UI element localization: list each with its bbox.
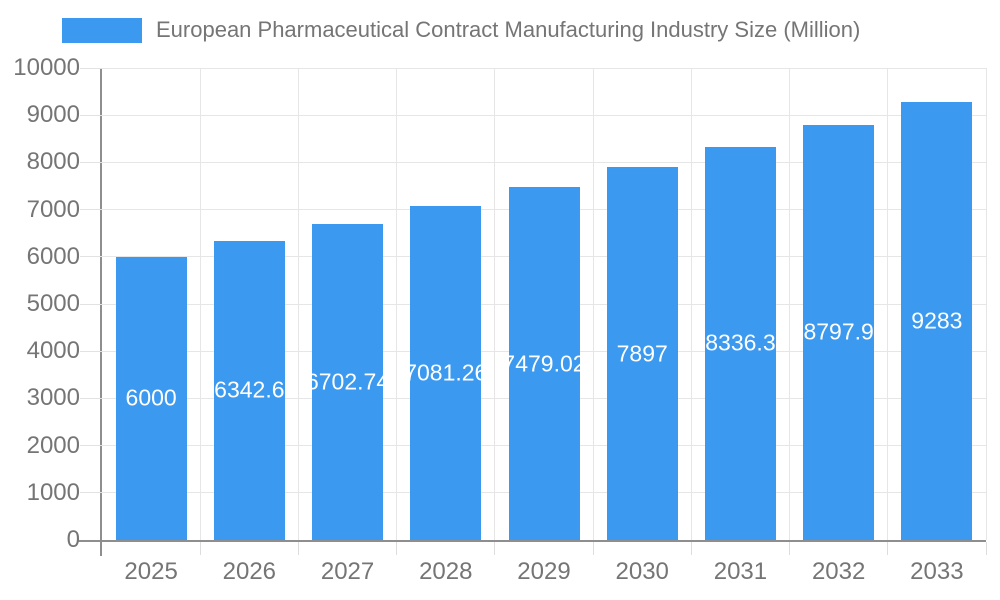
h-gridline xyxy=(102,161,986,163)
x-axis-tick xyxy=(297,542,299,555)
y-axis-tick xyxy=(80,161,102,163)
bar-2026[interactable]: 6342.6 xyxy=(213,240,285,540)
v-gridline xyxy=(494,68,496,540)
bar-value-label: 6702.74 xyxy=(312,368,384,395)
x-axis-tick xyxy=(789,542,791,555)
y-tick-label: 3000 xyxy=(26,384,80,412)
v-gridline xyxy=(592,68,594,540)
y-tick-label: 8000 xyxy=(26,148,80,176)
h-gridline xyxy=(102,114,986,116)
bar-value-label: 6342.6 xyxy=(214,376,285,403)
x-axis-line xyxy=(78,540,986,542)
y-tick-label: 4000 xyxy=(26,337,80,365)
x-tick-label: 2026 xyxy=(222,558,277,585)
x-axis-tick xyxy=(592,542,594,555)
v-gridline xyxy=(297,68,299,540)
bar-value-label: 7897 xyxy=(616,340,668,367)
y-tick-label: 2000 xyxy=(26,431,80,459)
x-tick-label: 2027 xyxy=(320,558,375,585)
bar-value-label: 7081.26 xyxy=(410,359,482,386)
v-gridline xyxy=(985,68,987,540)
bar-2029[interactable]: 7479.02 xyxy=(508,187,580,540)
x-tick-label: 2031 xyxy=(713,558,768,585)
bar-2033[interactable]: 9283 xyxy=(901,101,973,540)
x-tick-label: 2032 xyxy=(811,558,866,585)
y-tick-label: 6000 xyxy=(26,242,80,270)
x-axis-tick xyxy=(494,542,496,555)
y-tick-label: 0 xyxy=(66,526,80,553)
v-gridline xyxy=(789,68,791,540)
x-axis-tick xyxy=(199,542,201,555)
plot-area: 0 1000 2000 3000 4000 5000 6000 7000 8000 9000 100… xyxy=(13,54,987,585)
y-axis-tick xyxy=(80,350,102,352)
bar-value-label: 8336.3 xyxy=(705,329,776,356)
y-axis-line xyxy=(100,68,102,556)
y-axis-tick xyxy=(80,303,102,305)
y-tick-label: 9000 xyxy=(26,101,80,129)
x-axis-tick xyxy=(690,542,692,555)
y-axis-tick xyxy=(80,114,102,116)
y-tick-label: 7000 xyxy=(26,195,80,223)
y-axis-tick xyxy=(80,397,102,399)
x-axis-tick xyxy=(396,542,398,555)
y-axis-tick xyxy=(80,492,102,494)
v-gridline xyxy=(690,68,692,540)
bar-2025[interactable]: 6000 xyxy=(115,256,187,540)
bar-value-label: 8797.9 xyxy=(803,318,874,345)
y-tick-label: 1000 xyxy=(26,478,80,506)
y-axis-tick xyxy=(80,67,102,69)
legend-series-label: European Pharmaceutical Contract Manufac… xyxy=(156,17,861,42)
bar-2027[interactable]: 6702.74 xyxy=(312,223,384,540)
bar-value-label: 7479.02 xyxy=(508,350,580,376)
y-axis-tick xyxy=(80,256,102,258)
bar-2032[interactable]: 8797.9 xyxy=(803,124,875,540)
bar-2030[interactable]: 7897 xyxy=(606,167,678,540)
x-tick-label: 2028 xyxy=(419,558,473,585)
x-tick-label: 2029 xyxy=(517,558,571,585)
y-axis-tick xyxy=(80,445,102,447)
v-gridline xyxy=(199,68,201,540)
h-gridline xyxy=(102,67,986,69)
x-tick-label: 2025 xyxy=(124,558,178,585)
chart-legend: European Pharmaceutical Contract Manufac… xyxy=(62,17,860,43)
v-gridline xyxy=(396,68,398,540)
v-gridline xyxy=(887,68,889,540)
x-axis-tick xyxy=(985,542,987,555)
bar-2028[interactable]: 7081.26 xyxy=(410,205,482,540)
y-tick-label: 10000 xyxy=(13,54,80,81)
y-tick-label: 5000 xyxy=(26,290,80,317)
bar-value-label: 6000 xyxy=(125,384,177,411)
legend-swatch xyxy=(62,17,142,43)
bar-2031[interactable]: 8336.3 xyxy=(704,146,776,540)
y-axis-tick xyxy=(80,209,102,211)
x-tick-label: 2030 xyxy=(615,558,669,585)
bar-value-label: 9283 xyxy=(911,307,963,334)
x-axis-tick xyxy=(887,542,889,555)
x-tick-label: 2033 xyxy=(910,558,964,585)
